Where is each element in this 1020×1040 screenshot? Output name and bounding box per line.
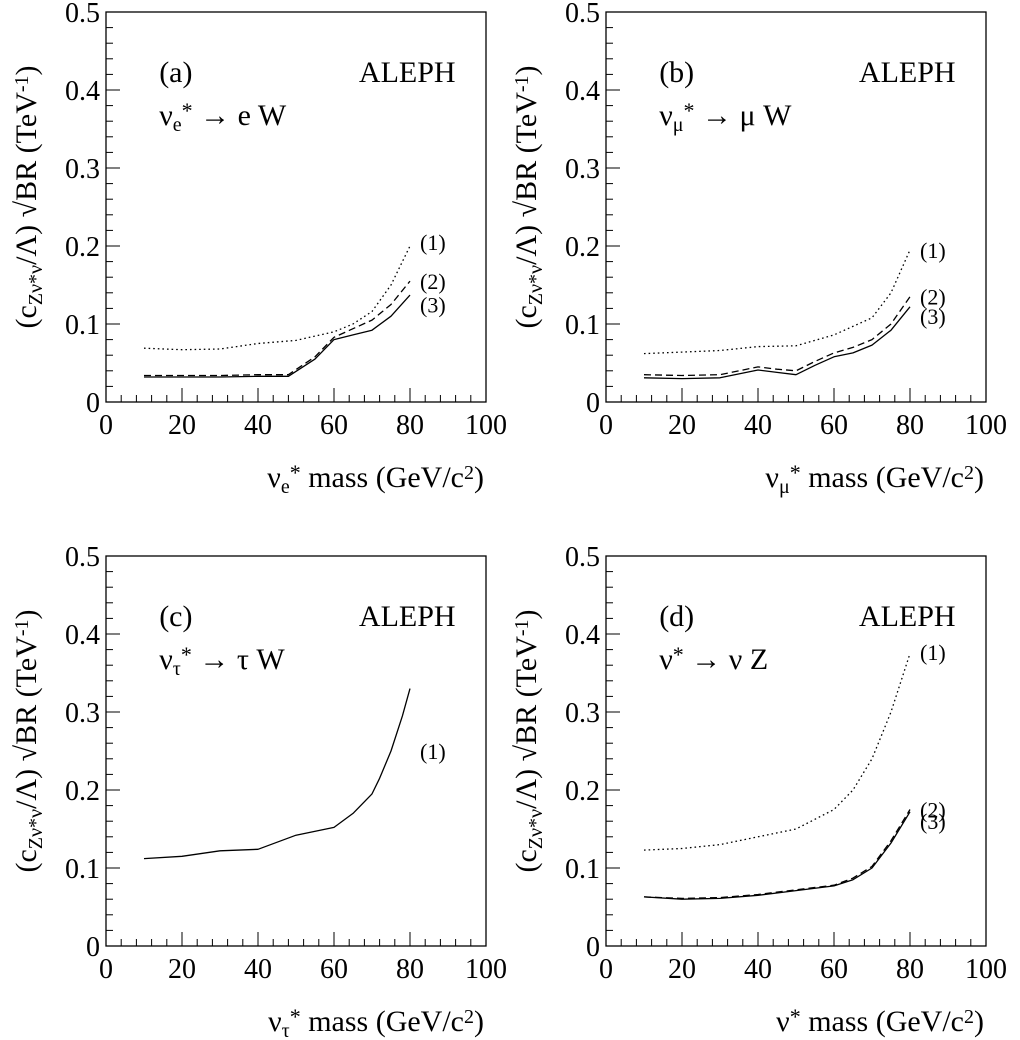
y-tick-label: 0.5 [65,542,100,573]
y-axis-title: (cZν*ν/Λ) √BR (TeV-1) [10,65,47,328]
y-tick-label: 0.4 [65,76,100,107]
y-axis-title: (cZν*ν/Λ) √BR (TeV-1) [510,65,547,328]
x-tick-label: 0 [99,410,113,441]
x-axis-title: ν* mass (GeV/c2) [776,1004,984,1038]
x-tick-label: 40 [744,410,772,441]
y-axis-title: (cZν*ν/Λ) √BR (TeV-1) [510,609,547,872]
panel-tag: (d) [659,600,694,633]
y-tick-label: 0.1 [65,854,100,885]
y-tick-label: 0 [86,932,100,963]
series-label: (3) [920,304,946,329]
x-tick-label: 40 [244,410,272,441]
x-tick-label: 100 [465,954,507,985]
panel-b: 0 20 40 60 80 100 0 0.1 0.2 0.3 0.4 0.5 νμ* mass (Ge… [510,0,1007,498]
series-line-1 [643,249,911,355]
experiment-label: ALEPH [359,600,456,633]
process-label: νe* → e W [159,99,287,137]
x-axis-title: ντ* mass (GeV/c2) [268,1004,484,1040]
panel-d: 0 20 40 60 80 100 0 0.1 0.2 0.3 0.4 0.5 ν* mass (GeV… [510,542,1007,1038]
y-tick-label: 0.1 [65,310,100,341]
y-tick-label: 0.4 [65,620,100,651]
series-line-2 [144,280,411,377]
series-label: (1) [920,238,946,263]
plot-frame [605,555,987,947]
panel-tag: (c) [159,600,192,633]
x-tick-label: 60 [820,954,848,985]
series-line-1 [143,245,411,351]
x-tick-label: 80 [896,954,924,985]
process-label: νμ* → μ W [659,99,792,137]
x-tick-label: 100 [465,410,507,441]
series-label: (3) [420,293,446,318]
plot-frame [105,11,487,403]
series-line-3 [643,306,911,380]
series-label: (2) [420,269,446,294]
x-tick-label: 80 [896,410,924,441]
experiment-label: ALEPH [859,56,956,89]
y-tick-label: 0 [86,388,100,419]
series-label: (1) [420,230,446,255]
experiment-label: ALEPH [859,600,956,633]
y-tick-label: 0.5 [65,0,100,29]
x-tick-label: 0 [599,410,613,441]
series-label: (2) [920,285,946,310]
plot-frame [605,11,987,403]
x-tick-label: 0 [599,954,613,985]
y-tick-label: 0.3 [65,154,100,185]
y-tick-label: 0.4 [565,76,600,107]
series-line-2 [643,296,911,377]
plot-frame [105,555,487,947]
y-tick-label: 0.1 [565,854,600,885]
y-axis-title: (cZν*ν/Λ) √BR (TeV-1) [10,609,47,872]
series-line-3 [144,294,411,378]
x-axis-title: νμ* mass (GeV/c2) [765,460,984,498]
series-line-1 [643,653,911,851]
x-tick-label: 60 [320,954,348,985]
process-label: ντ* → τ W [159,643,285,681]
y-tick-label: 0.5 [565,542,600,573]
x-tick-label: 40 [244,954,272,985]
y-tick-label: 0.5 [565,0,600,29]
process-label: ν* → ν Z [659,643,768,677]
series-line-1 [143,688,411,860]
panel-a: 0 20 40 60 80 100 0 0.1 0.2 0.3 0.4 0.5 νe* mass (Ge… [10,0,507,498]
series-line-2 [643,809,911,900]
x-tick-label: 80 [396,410,424,441]
y-tick-label: 0.2 [565,776,600,807]
x-tick-label: 40 [744,954,772,985]
y-tick-label: 0.2 [565,232,600,263]
y-tick-label: 0.2 [65,232,100,263]
series-line-3 [643,811,911,900]
y-tick-label: 0 [586,932,600,963]
y-tick-label: 0.3 [565,698,600,729]
x-tick-label: 60 [820,410,848,441]
panel-c: 0 20 40 60 80 100 0 0.1 0.2 0.3 0.4 0.5 ντ* mass (Ge… [10,542,507,1040]
x-tick-label: 20 [668,954,696,985]
y-tick-label: 0.3 [65,698,100,729]
y-tick-label: 0.3 [565,154,600,185]
series-label: (1) [420,739,446,764]
experiment-label: ALEPH [359,56,456,89]
y-tick-label: 0.1 [565,310,600,341]
y-tick-label: 0 [586,388,600,419]
x-tick-label: 100 [965,410,1007,441]
y-tick-label: 0.4 [565,620,600,651]
x-tick-label: 100 [965,954,1007,985]
x-tick-label: 0 [99,954,113,985]
x-tick-label: 20 [668,410,696,441]
x-tick-label: 20 [168,954,196,985]
series-label: (1) [920,640,946,665]
x-tick-label: 80 [396,954,424,985]
series-label: (2) [920,798,946,823]
y-tick-label: 0.2 [65,776,100,807]
panel-tag: (b) [659,56,694,89]
series-label: (3) [920,809,946,834]
x-tick-label: 60 [320,410,348,441]
panel-tag: (a) [159,56,192,89]
x-axis-title: νe* mass (GeV/c2) [267,460,484,498]
x-tick-label: 20 [168,410,196,441]
